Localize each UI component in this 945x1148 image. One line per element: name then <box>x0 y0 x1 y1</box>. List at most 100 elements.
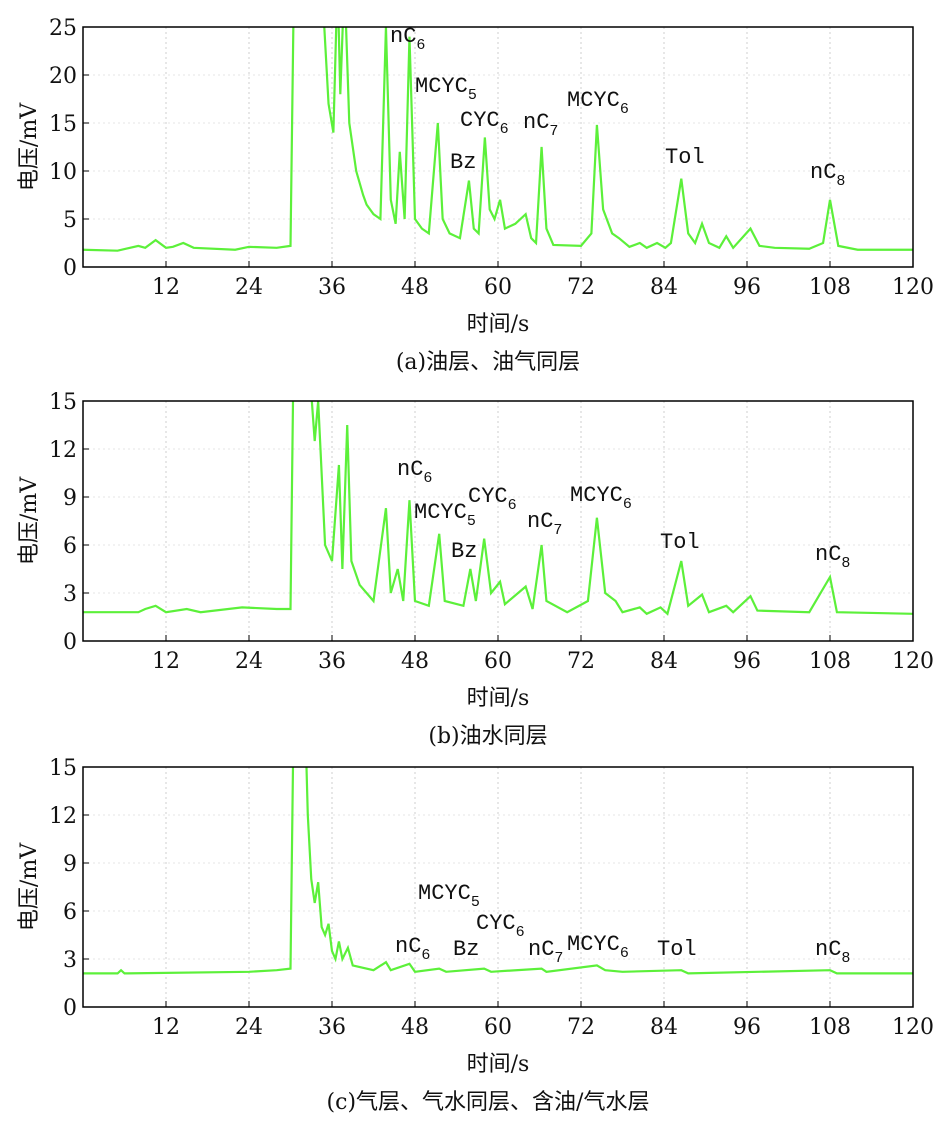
y-tick-label: 25 <box>49 16 77 41</box>
caption: (c)气层、气水同层、含油/气水层 <box>327 1090 650 1115</box>
peak-label: nC6 <box>390 24 425 54</box>
x-tick-label: 36 <box>318 275 346 300</box>
x-tick-label: 108 <box>809 1015 851 1040</box>
caption: (b)油水同层 <box>428 724 547 749</box>
y-tick-label: 10 <box>49 160 77 185</box>
y-tick-label: 15 <box>49 112 77 137</box>
peak-label-text: nC <box>527 509 553 534</box>
peak-label-subscript: 5 <box>467 513 476 530</box>
x-tick-label: 84 <box>650 1015 678 1040</box>
peak-label-subscript: 6 <box>500 121 509 138</box>
peak-label-text: nC <box>523 110 549 135</box>
x-tick-label: 24 <box>235 1015 263 1040</box>
y-axis-label: 电压/mV <box>17 842 42 931</box>
peak-label: Bz <box>450 150 476 175</box>
peak-label-subscript: 8 <box>841 950 850 967</box>
peak-label: CYC6 <box>476 911 525 941</box>
x-tick-label: 60 <box>484 1015 512 1040</box>
y-tick-label: 9 <box>63 486 77 511</box>
peak-label: nC7 <box>523 110 558 140</box>
y-tick-label: 15 <box>49 390 77 415</box>
peak-label-text: nC <box>390 24 416 49</box>
peak-label: CYC6 <box>468 484 517 514</box>
peak-label-text: MCYC <box>414 500 467 525</box>
y-tick-label: 5 <box>63 208 77 233</box>
chromatogram-line <box>83 401 913 616</box>
peak-label-subscript: 5 <box>468 87 477 104</box>
plot-frame <box>82 26 914 268</box>
peak-label-text: MCYC <box>567 932 620 957</box>
x-tick-label: 72 <box>567 649 595 674</box>
peak-label-text: Bz <box>451 539 477 564</box>
peak-label-text: MCYC <box>415 74 468 99</box>
peak-label-subscript: 8 <box>841 555 850 572</box>
peak-label-subscript: 5 <box>471 894 480 911</box>
peak-label-subscript: 7 <box>553 522 562 539</box>
peak-label-text: MCYC <box>567 88 620 113</box>
x-tick-label: 72 <box>567 275 595 300</box>
y-axis-label: 电压/mV <box>17 102 42 191</box>
y-tick-label: 9 <box>63 852 77 877</box>
peak-label: nC7 <box>528 937 563 967</box>
peak-label-text: Tol <box>657 937 697 962</box>
x-axis-label: 时间/s <box>467 686 530 711</box>
chromatogram-line <box>83 27 913 252</box>
peak-label-text: Bz <box>453 937 479 962</box>
peak-label-subscript: 8 <box>836 173 845 190</box>
x-tick-label: 12 <box>152 649 180 674</box>
peak-label: Bz <box>453 937 479 962</box>
chromatogram-line <box>83 767 913 975</box>
x-tick-label: 24 <box>235 649 263 674</box>
peak-label-subscript: 6 <box>620 101 629 118</box>
y-tick-label: 15 <box>49 756 77 781</box>
peak-label-subscript: 6 <box>620 945 629 962</box>
x-tick-label: 36 <box>318 649 346 674</box>
peak-label-subscript: 6 <box>508 497 517 514</box>
peak-label-subscript: 6 <box>423 470 432 487</box>
y-tick-label: 0 <box>63 630 77 655</box>
x-tick-label: 48 <box>401 275 429 300</box>
x-tick-label: 120 <box>892 275 934 300</box>
x-tick-label: 96 <box>733 649 761 674</box>
peak-label: nC7 <box>527 509 562 539</box>
peak-label: nC8 <box>815 542 850 572</box>
x-tick-label: 48 <box>401 1015 429 1040</box>
peak-label: nC8 <box>810 160 845 190</box>
x-tick-label: 12 <box>152 275 180 300</box>
peak-label-text: Tol <box>660 530 700 555</box>
peak-label-subscript: 6 <box>421 947 430 964</box>
y-tick-label: 6 <box>63 534 77 559</box>
plot-frame <box>82 400 914 642</box>
x-tick-label: 60 <box>484 275 512 300</box>
x-tick-label: 84 <box>650 649 678 674</box>
peak-label-text: MCYC <box>570 483 623 508</box>
y-tick-label: 20 <box>49 64 77 89</box>
peak-label: nC6 <box>395 934 430 964</box>
peak-label: Tol <box>657 937 697 962</box>
peak-label-text: nC <box>815 937 841 962</box>
x-tick-label: 36 <box>318 1015 346 1040</box>
peak-label-text: nC <box>815 542 841 567</box>
peak-label: Bz <box>451 539 477 564</box>
peak-label: MCYC6 <box>567 932 629 962</box>
peak-label: MCYC5 <box>415 74 477 104</box>
x-tick-label: 96 <box>733 275 761 300</box>
peak-label: Tol <box>665 145 705 170</box>
peak-label: Tol <box>660 530 700 555</box>
x-tick-label: 84 <box>650 275 678 300</box>
peak-label-text: MCYC <box>418 881 471 906</box>
peak-label-subscript: 7 <box>549 123 558 140</box>
x-tick-label: 24 <box>235 275 263 300</box>
peak-label-text: CYC <box>476 911 516 936</box>
y-tick-label: 3 <box>63 948 77 973</box>
peak-label-text: nC <box>395 934 421 959</box>
x-tick-label: 60 <box>484 649 512 674</box>
x-axis-label: 时间/s <box>467 1052 530 1077</box>
peak-label: nC8 <box>815 937 850 967</box>
peak-label-subscript: 6 <box>516 924 525 941</box>
peak-label: MCYC5 <box>418 881 480 911</box>
peak-label-text: nC <box>528 937 554 962</box>
x-tick-label: 108 <box>809 649 851 674</box>
caption: (a)油层、油气同层 <box>396 350 580 375</box>
